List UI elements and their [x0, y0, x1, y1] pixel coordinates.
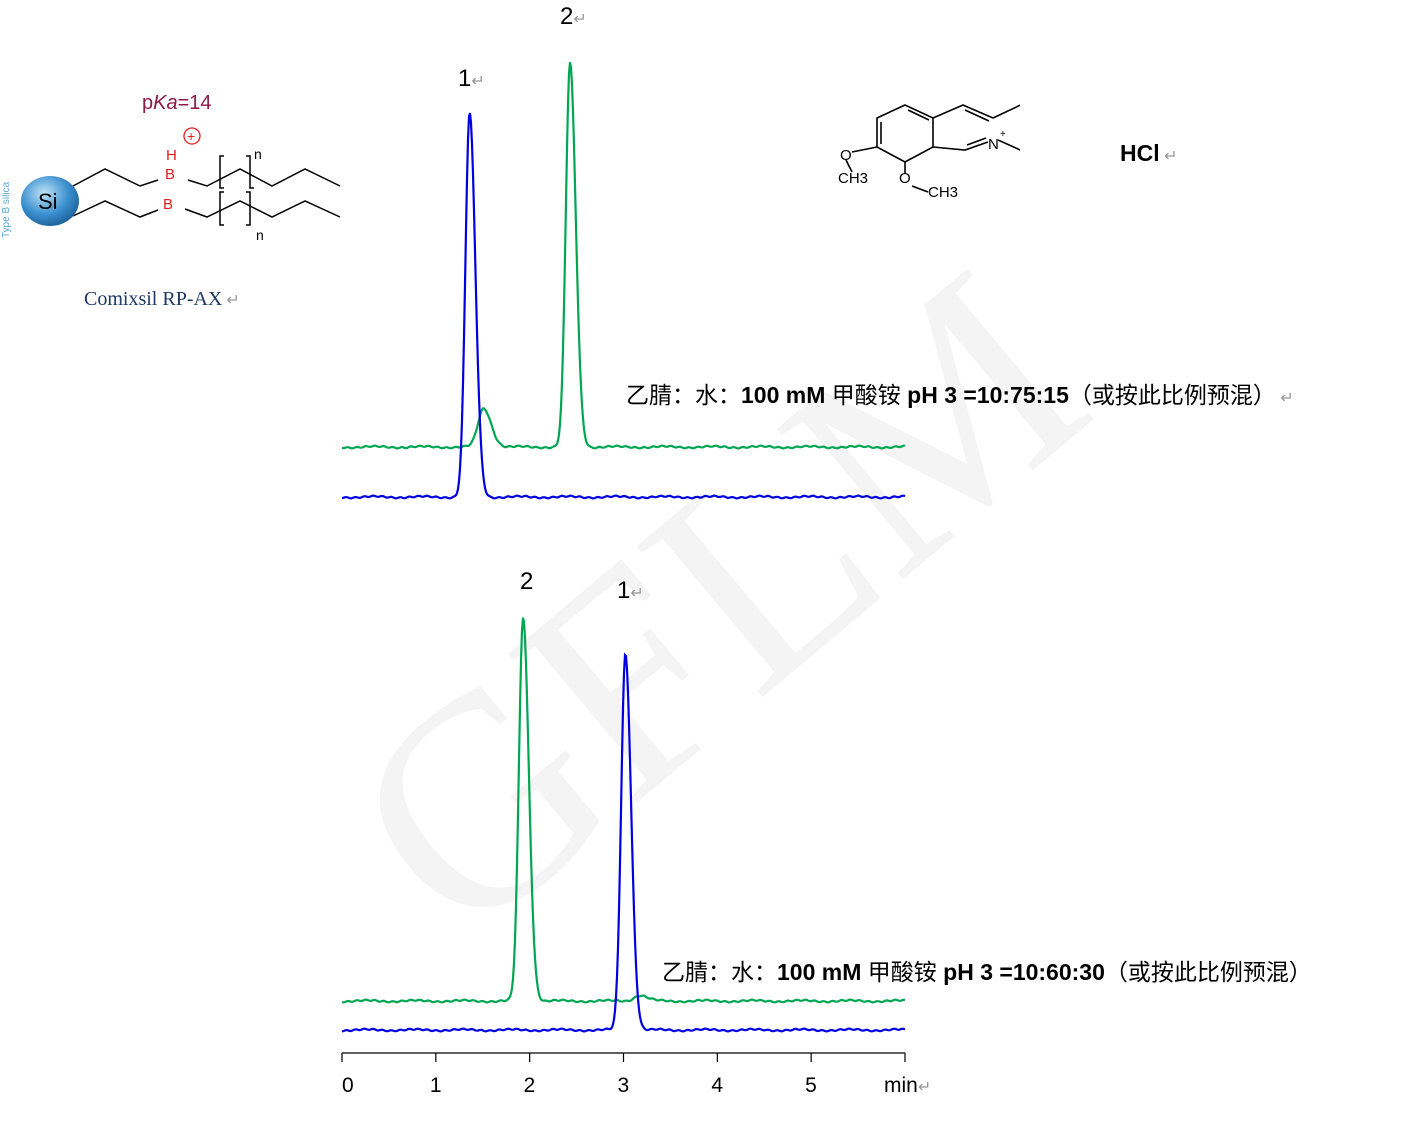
stationary-phase-structure: Si H B B + n n Type B silica — [1, 127, 341, 243]
charge-sign: + — [1000, 129, 1006, 140]
analyte-structure: N + O O O O CH3 CH3 — [838, 104, 1020, 201]
peak-label: 1↵ — [458, 65, 485, 92]
side-caption: Type B silica — [1, 181, 12, 238]
mobile-phase-condition: 乙腈：水：100 mM 甲酸铵 pH 3 =10:75:15（或按此比例预混） … — [626, 382, 1294, 408]
x-tick-label: 3 — [617, 1074, 630, 1097]
stationary-phase-name: Comixsil RP-AX ↵ — [84, 288, 240, 310]
atom-o: O — [840, 147, 852, 164]
silica-bead-icon — [21, 176, 79, 226]
bead-label: Si — [38, 189, 58, 214]
alkyl-chains — [72, 155, 341, 226]
pka-label: pKa=14 — [142, 92, 212, 114]
watermark: GFLM — [291, 209, 1143, 999]
x-tick-label: 0 — [342, 1074, 354, 1097]
methyl-group: CH3 — [838, 170, 868, 187]
atom-o: O — [899, 170, 911, 187]
x-tick-label: 1 — [429, 1074, 442, 1097]
atom-n: N — [988, 136, 999, 153]
x-tick-label: 2 — [523, 1074, 536, 1097]
positive-charge-icon — [183, 127, 201, 145]
peak-label: 2 — [520, 568, 534, 595]
x-tick-label: 5 — [805, 1074, 817, 1097]
green-trace-bottom — [341, 617, 906, 1004]
mobile-phase-condition: 乙腈：水：100 mM 甲酸铵 pH 3 =10:60:30（或按此比例预混） — [662, 959, 1312, 985]
atom-b: B — [163, 196, 173, 213]
x-tick-label: 4 — [711, 1074, 724, 1097]
repeat-n: n — [254, 146, 262, 162]
methyl-group: CH3 — [928, 184, 958, 201]
blue-trace-bottom — [341, 652, 906, 1033]
x-axis — [341, 1052, 906, 1062]
peak-label: 1↵ — [617, 577, 644, 604]
blue-trace-top — [341, 112, 906, 500]
atom-b: B — [165, 166, 175, 183]
x-axis-label: min↵ — [884, 1074, 932, 1097]
green-trace-top — [341, 61, 906, 450]
atom-h: H — [166, 147, 177, 164]
peak-label: 2↵ — [560, 3, 587, 30]
salt-label: HCl ↵ — [1120, 140, 1178, 166]
repeat-n: n — [256, 227, 264, 243]
charge-sign: + — [187, 128, 195, 144]
